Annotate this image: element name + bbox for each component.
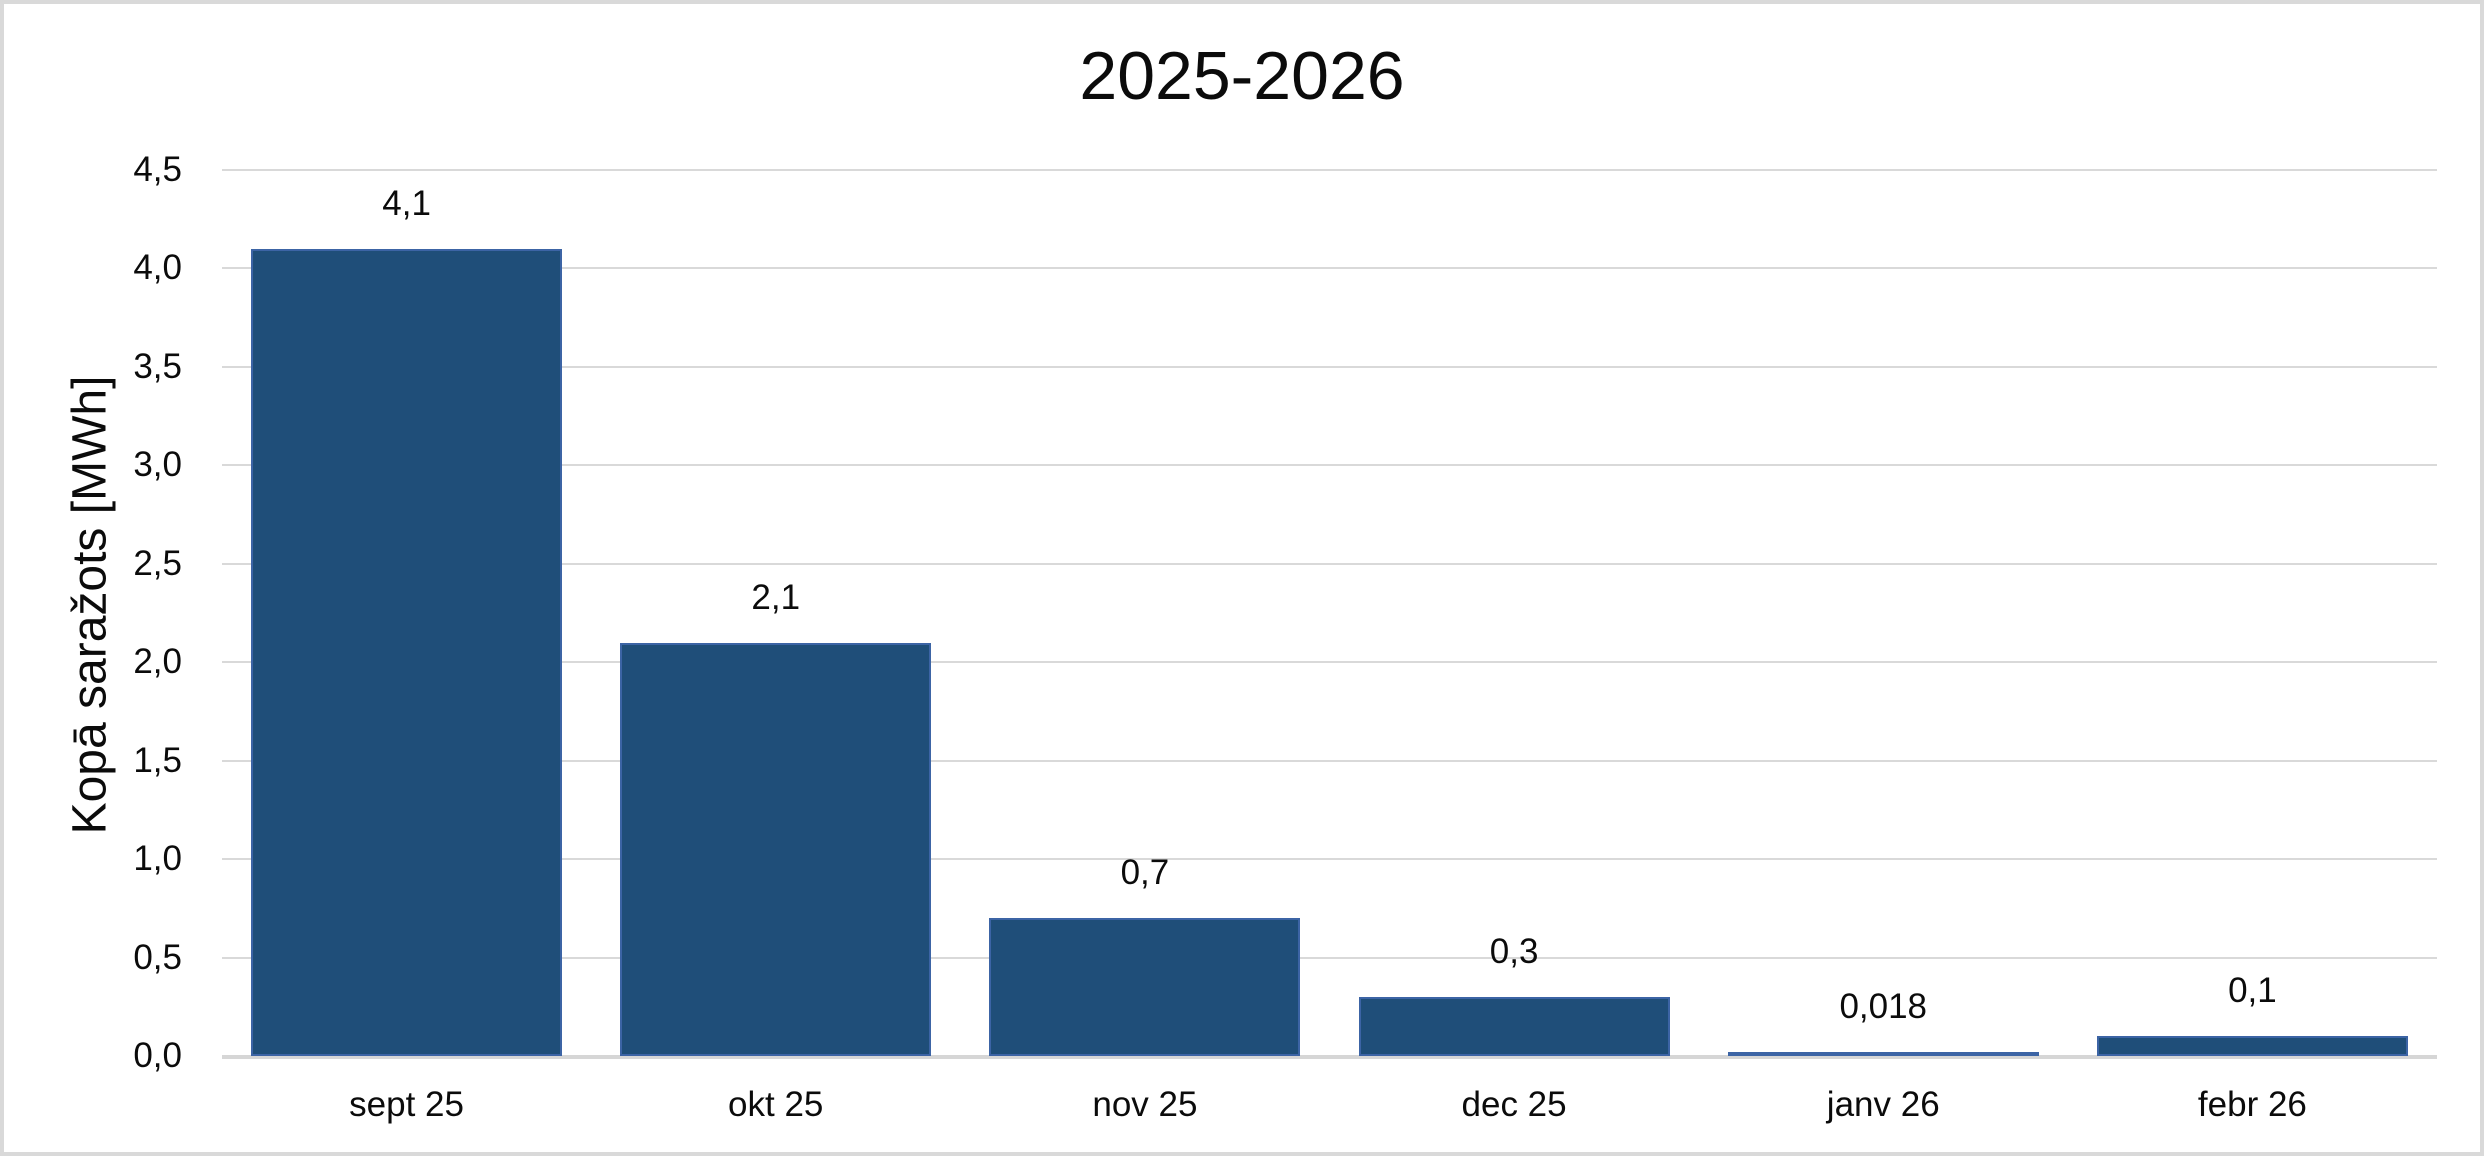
gridline <box>222 956 2437 959</box>
bar-value-label: 0,3 <box>1489 932 1539 971</box>
chart-title: 2025-2026 <box>1079 38 1405 114</box>
y-tick-label: 2,0 <box>133 642 182 682</box>
y-tick-label: 4,0 <box>133 248 182 288</box>
y-tick-label: 3,0 <box>133 445 182 485</box>
x-axis-line <box>222 1055 2437 1059</box>
gridline <box>222 169 2437 171</box>
bar-value-label: 2,1 <box>751 578 801 617</box>
y-tick-label: 1,5 <box>133 740 182 780</box>
x-tick-label: janv 26 <box>1826 1085 1940 1124</box>
bar-value-label: 4,1 <box>382 184 431 223</box>
y-tick-label: 2,5 <box>133 543 182 583</box>
x-tick-label: dec 25 <box>1461 1085 1567 1124</box>
gridline <box>222 267 2437 270</box>
x-tick-label: nov 25 <box>1092 1085 1198 1124</box>
x-tick-label: okt 25 <box>728 1085 824 1124</box>
bar-sept-25[interactable] <box>251 249 563 1056</box>
y-tick-label: 0,0 <box>133 1036 182 1075</box>
gridline <box>222 759 2437 762</box>
y-tick-label: 0,5 <box>133 937 182 977</box>
gridline <box>222 858 2437 861</box>
bar-dec-25[interactable] <box>1358 997 1670 1056</box>
gridline <box>222 661 2437 664</box>
y-tick-label: 4,5 <box>133 150 182 189</box>
bar-value-label: 0,7 <box>1120 853 1170 892</box>
bar-okt-25[interactable] <box>620 643 932 1056</box>
bar-janv-26[interactable] <box>1727 1052 2039 1056</box>
x-tick-label: sept 25 <box>349 1085 464 1124</box>
gridline <box>222 365 2437 368</box>
gridline <box>222 464 2437 467</box>
bar-febr-26[interactable] <box>2096 1036 2408 1056</box>
bar-value-label: 0,018 <box>1839 987 1928 1026</box>
gridline <box>222 562 2437 565</box>
y-tick-label: 1,0 <box>133 839 182 879</box>
y-tick-label: 3,5 <box>133 346 182 386</box>
bar-value-label: 0,1 <box>2228 971 2277 1010</box>
x-tick-label: febr 26 <box>2197 1085 2307 1124</box>
bar-nov-25[interactable] <box>989 918 1301 1056</box>
